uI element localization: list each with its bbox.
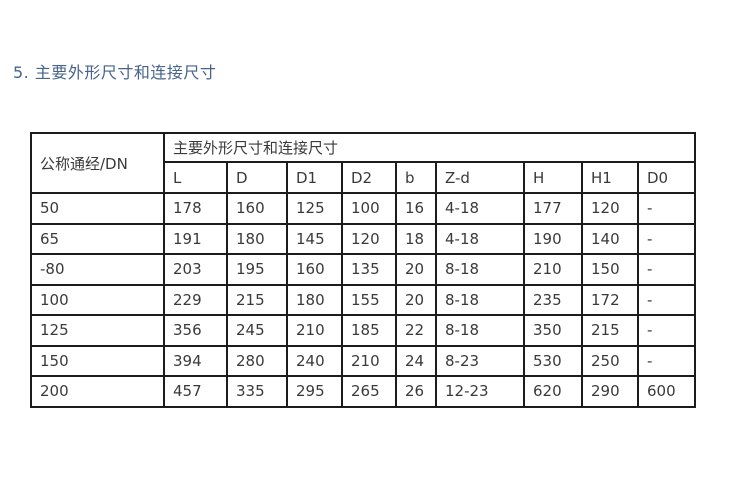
table-cell: 290 (581, 375, 639, 408)
table-cell: 125 (286, 192, 343, 225)
table-cell: 160 (226, 192, 288, 225)
table-cell: 8-18 (435, 253, 525, 286)
table-cell: 8-23 (435, 344, 525, 377)
table-cell: 20 (395, 283, 437, 316)
table-cell: - (637, 253, 696, 286)
table-cell: 335 (226, 375, 288, 408)
table-cell: 180 (226, 222, 288, 255)
dn-cell: 200 (30, 375, 165, 408)
table-cell: 620 (523, 375, 583, 408)
header-row-group: 公称通经/DN 主要外形尺寸和连接尺寸 (30, 132, 696, 194)
table-cell: 235 (523, 283, 583, 316)
table-cell: 18 (395, 222, 437, 255)
table-cell: 210 (286, 314, 343, 347)
table-row: -80 203 195 160 135 20 8-18 210 150 - (30, 253, 696, 286)
table-cell: 155 (341, 283, 397, 316)
table-cell: 16 (395, 192, 437, 225)
table-row: 150 394 280 240 210 24 8-23 530 250 - (30, 344, 696, 377)
table-cell: 245 (226, 314, 288, 347)
dn-cell: 50 (30, 192, 165, 225)
table-cell: 265 (341, 375, 397, 408)
table-cell: 180 (286, 283, 343, 316)
group-header: 主要外形尺寸和连接尺寸 (163, 132, 696, 163)
table-cell: 160 (286, 253, 343, 286)
table-cell: 120 (341, 222, 397, 255)
col-header-D: D (226, 161, 288, 194)
table-cell: 4-18 (435, 222, 525, 255)
table-cell: 178 (163, 192, 228, 225)
header-row-columns: L D D1 D2 b Z-d H H1 D0 (31, 161, 696, 194)
table-cell: 350 (523, 314, 583, 347)
table-cell: 150 (581, 253, 639, 286)
table-cell: 191 (163, 222, 228, 255)
table-cell: 210 (341, 344, 397, 377)
table-row: 65 191 180 145 120 18 4-18 190 140 - (30, 222, 696, 255)
table-cell: 24 (395, 344, 437, 377)
table-cell: 250 (581, 344, 639, 377)
table-cell: 135 (341, 253, 397, 286)
table-cell: 8-18 (435, 283, 525, 316)
table-cell: 145 (286, 222, 343, 255)
table-cell: 190 (523, 222, 583, 255)
table-cell: 4-18 (435, 192, 525, 225)
table-cell: 530 (523, 344, 583, 377)
col-header-D0: D0 (637, 161, 696, 194)
col-header-D2: D2 (341, 161, 397, 194)
dimensions-table: 公称通经/DN 主要外形尺寸和连接尺寸 L D D1 D2 b Z-d H H1… (30, 132, 696, 408)
page-title: 5. 主要外形尺寸和连接尺寸 (13, 63, 217, 82)
table-cell: 20 (395, 253, 437, 286)
table-cell: 295 (286, 375, 343, 408)
table-cell: 26 (395, 375, 437, 408)
table-cell: 120 (581, 192, 639, 225)
table-cell: 177 (523, 192, 583, 225)
col-header-H: H (523, 161, 583, 194)
table-cell: 195 (226, 253, 288, 286)
table-cell: 600 (637, 375, 696, 408)
table-cell: 356 (163, 314, 228, 347)
table-cell: - (637, 344, 696, 377)
table-cell: - (637, 192, 696, 225)
table-cell: 140 (581, 222, 639, 255)
col-header-b: b (395, 161, 437, 194)
table-row: 125 356 245 210 185 22 8-18 350 215 - (30, 314, 696, 347)
table-cell: 229 (163, 283, 228, 316)
table-row: 200 457 335 295 265 26 12-23 620 290 600 (30, 375, 696, 408)
table-cell: 457 (163, 375, 228, 408)
col-header-Zd: Z-d (435, 161, 525, 194)
table-cell: - (637, 283, 696, 316)
corner-header-dn: 公称通经/DN (30, 132, 165, 194)
table-cell: 12-23 (435, 375, 525, 408)
table-cell: 172 (581, 283, 639, 316)
col-header-H1: H1 (581, 161, 639, 194)
table-cell: 215 (226, 283, 288, 316)
table-cell: 185 (341, 314, 397, 347)
table-cell: 22 (395, 314, 437, 347)
table-cell: 394 (163, 344, 228, 377)
table-cell: 8-18 (435, 314, 525, 347)
dn-cell: 65 (30, 222, 165, 255)
table-cell: 280 (226, 344, 288, 377)
dn-cell: 125 (30, 314, 165, 347)
table-cell: 240 (286, 344, 343, 377)
table-cell: 210 (523, 253, 583, 286)
col-header-D1: D1 (286, 161, 343, 194)
table-cell: 203 (163, 253, 228, 286)
table-row: 100 229 215 180 155 20 8-18 235 172 - (30, 283, 696, 316)
table-cell: 215 (581, 314, 639, 347)
table-row: 50 178 160 125 100 16 4-18 177 120 - (30, 192, 696, 225)
table-cell: - (637, 314, 696, 347)
dn-cell: -80 (30, 253, 165, 286)
col-header-L: L (163, 161, 228, 194)
dn-cell: 150 (30, 344, 165, 377)
table-cell: - (637, 222, 696, 255)
table-cell: 100 (341, 192, 397, 225)
dn-cell: 100 (30, 283, 165, 316)
